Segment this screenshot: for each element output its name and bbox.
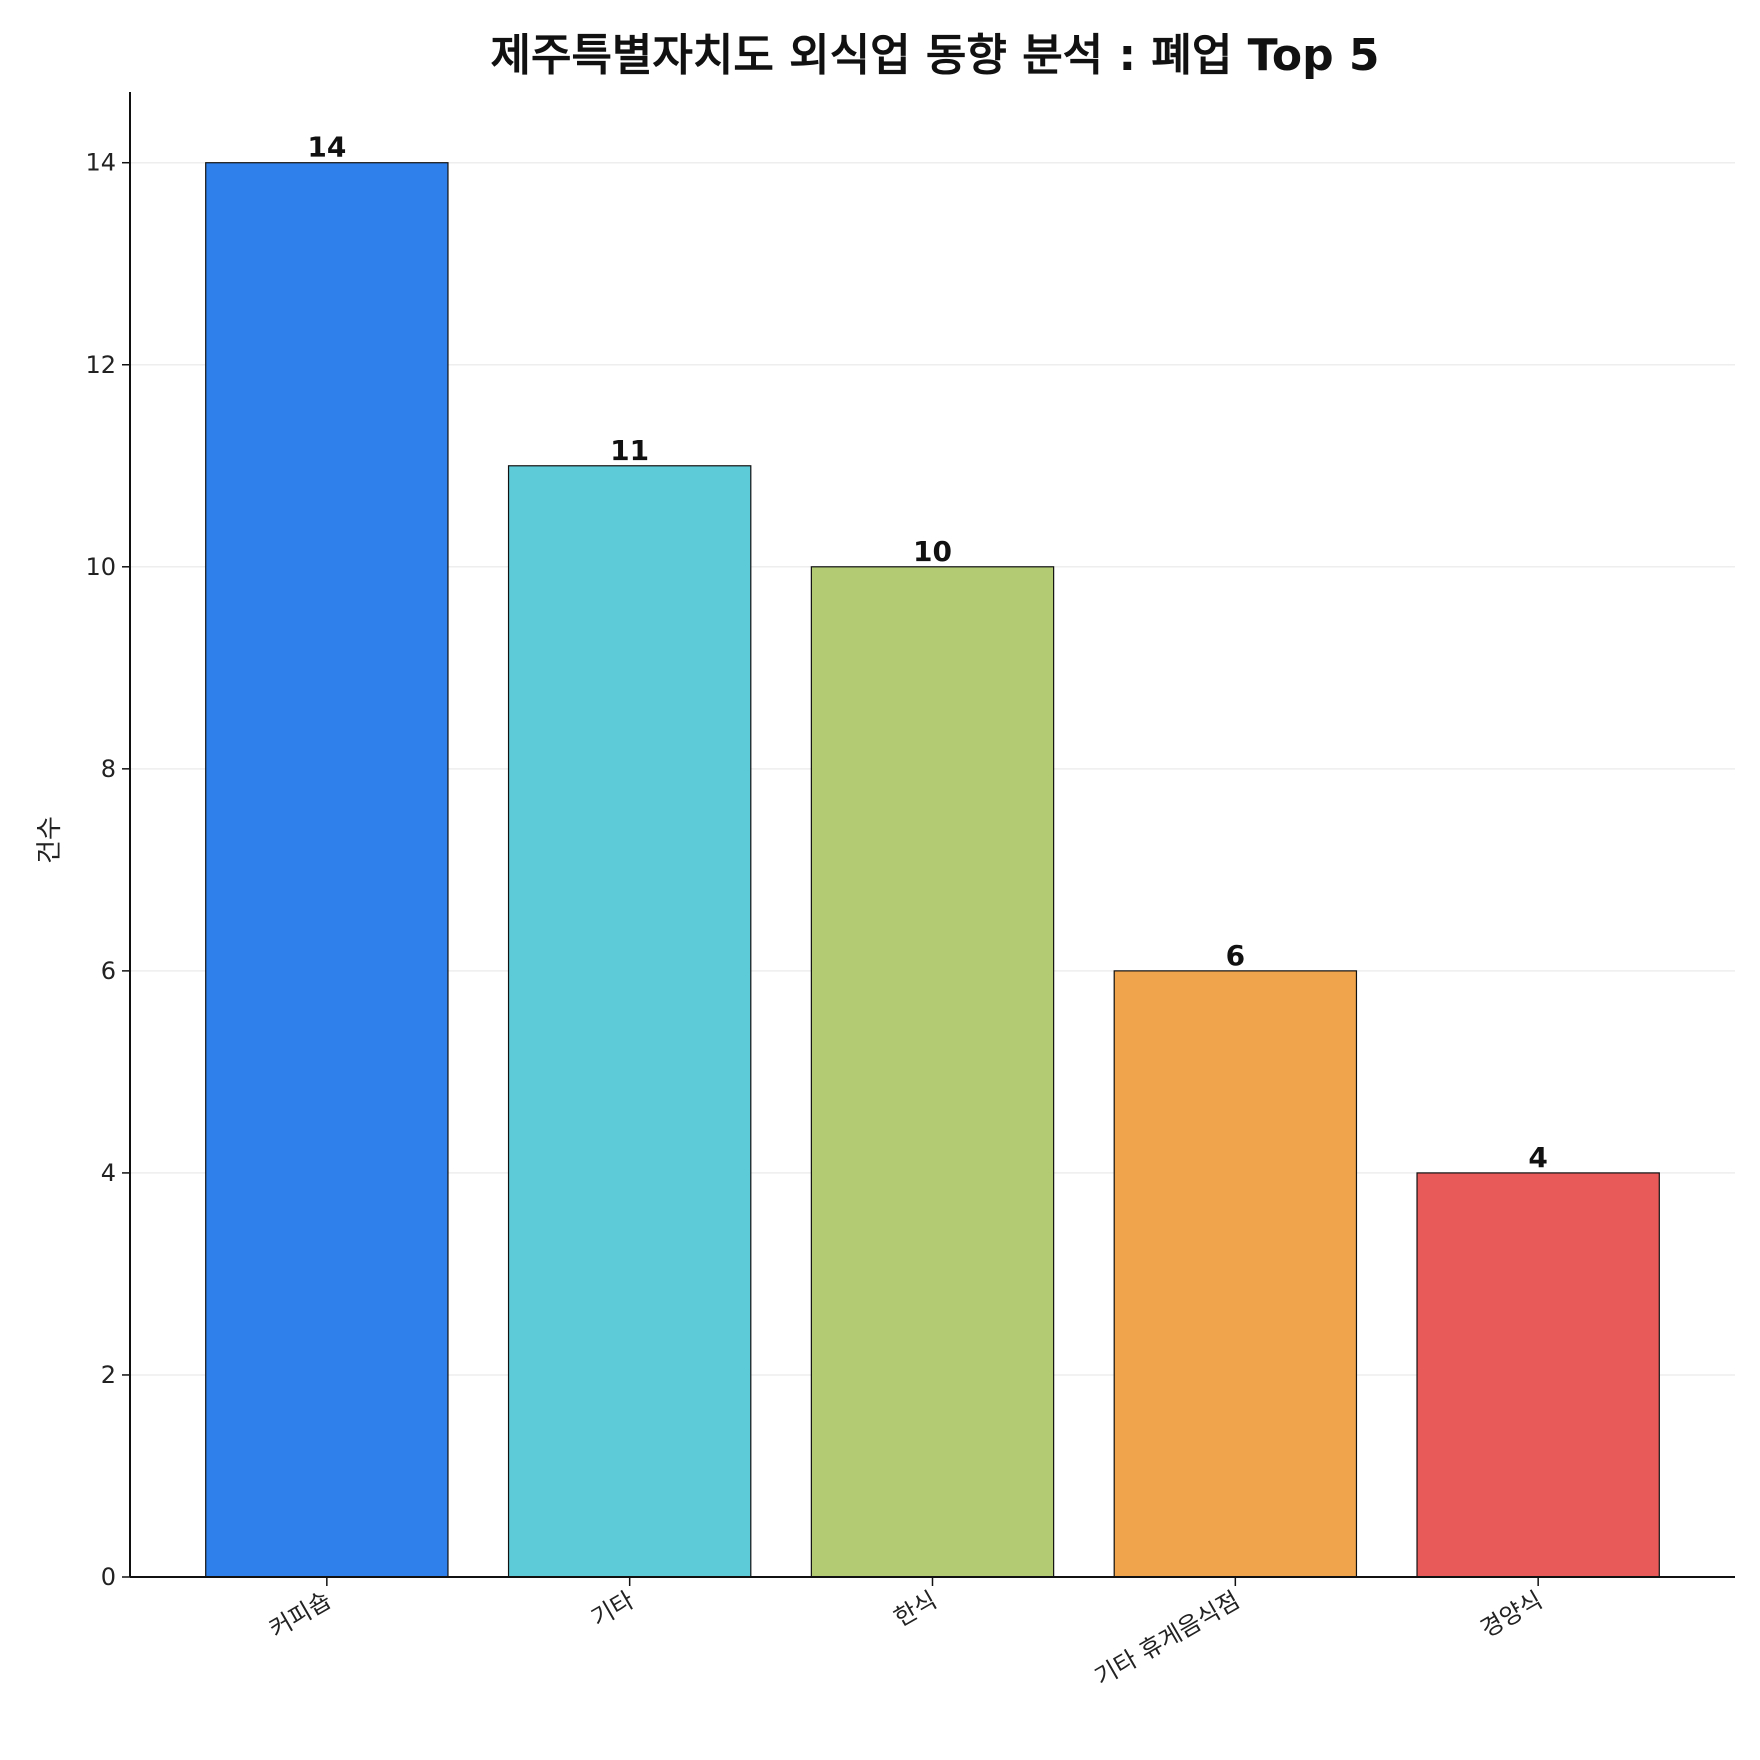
data-label-3: 10 — [913, 535, 952, 568]
bar-3 — [810, 566, 1055, 1578]
y-tick-label: 0 — [101, 1563, 116, 1591]
y-tick-label: 8 — [101, 755, 116, 783]
x-tick-label-2: 기타 — [586, 1586, 638, 1632]
x-tick-label-3: 한식 — [889, 1586, 941, 1632]
y-tick-label: 6 — [101, 957, 116, 985]
bar-1 — [205, 162, 449, 1578]
bars — [205, 162, 1660, 1578]
bar-2 — [507, 465, 752, 1578]
bar-4 — [1113, 970, 1358, 1578]
chart-title: 제주특별자치도 외식업 동향 분석 : 폐업 Top 5 — [490, 30, 1379, 81]
data-label-1: 14 — [307, 131, 346, 164]
y-tick-label: 2 — [101, 1361, 116, 1389]
x-tick-label-5: 경양식 — [1476, 1586, 1547, 1643]
x-tick-label-4: 기타 휴게음식점 — [1090, 1586, 1244, 1691]
y-axis-label: 건수 — [35, 816, 65, 864]
y-tick-label: 12 — [85, 351, 116, 379]
bar-5 — [1416, 1172, 1660, 1578]
y-tick-label: 10 — [85, 553, 116, 581]
data-label-2: 11 — [610, 434, 649, 467]
data-label-4: 6 — [1226, 939, 1245, 972]
data-label-5: 4 — [1528, 1141, 1547, 1174]
data-labels: 14 11 10 6 4 — [307, 131, 1548, 1174]
x-tick-label-1: 커피숍 — [264, 1586, 335, 1643]
y-tick-label: 4 — [101, 1159, 116, 1187]
y-tick-label: 14 — [85, 149, 116, 177]
